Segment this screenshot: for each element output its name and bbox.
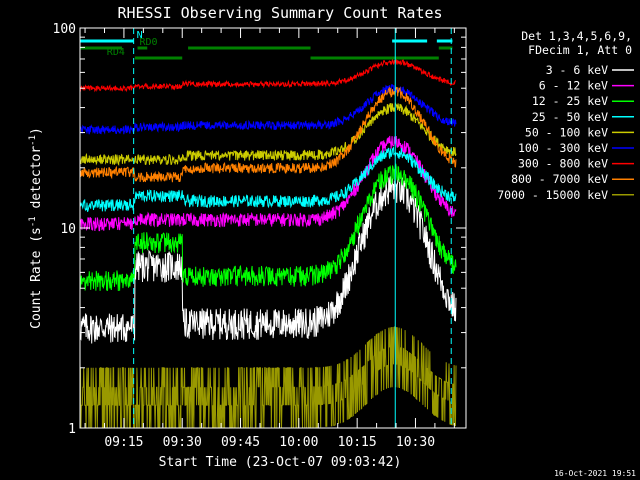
series-line — [80, 83, 457, 135]
y-axis-label: Count Rate (s-1 detector-1) — [28, 127, 44, 329]
y-label-sup2: -1 — [28, 135, 38, 146]
legend-entry: 3 - 6 keV — [546, 63, 608, 77]
legend-header-line1: Det 1,3,4,5,6,9, — [521, 29, 632, 43]
series-layer — [80, 58, 457, 428]
y-label-part2: detector — [29, 146, 44, 217]
x-tick-label: 09:30 — [163, 435, 202, 450]
y-label-part3: ) — [29, 127, 44, 135]
legend-entry: 50 - 100 keV — [525, 125, 608, 139]
series-line — [80, 326, 457, 428]
legend-header-line2: FDecim 1, Att 0 — [528, 43, 632, 57]
legend-entry: 12 - 25 keV — [532, 94, 608, 108]
series-line — [80, 58, 456, 93]
legend-entry: 300 - 800 keV — [518, 157, 608, 171]
chart-title: RHESSI Observing Summary Count Rates — [117, 4, 442, 22]
y-tick-label: 100 — [53, 22, 76, 37]
interval-label: RD4 — [107, 47, 125, 58]
x-axis-label: Start Time (23-Oct-07 09:03:42) — [159, 455, 402, 470]
legend-entry: 7000 - 15000 keV — [497, 188, 608, 202]
legend-entry: 100 - 300 keV — [518, 141, 608, 155]
y-label-sup1: -1 — [28, 216, 38, 227]
x-tick-label: 10:15 — [338, 435, 377, 450]
y-axis: 1 10 100 — [53, 22, 466, 437]
x-tick-label: 09:15 — [104, 435, 143, 450]
series-line — [80, 86, 457, 183]
series-line — [80, 102, 457, 167]
legend-entry: 800 - 7000 keV — [511, 172, 608, 186]
series-line — [80, 163, 457, 292]
y-label-part1: Count Rate (s — [29, 227, 44, 329]
x-axis: 09:15 09:30 09:45 10:00 10:15 10:30 — [84, 28, 455, 450]
y-tick-label: 10 — [60, 222, 76, 237]
y-tick-label: 1 — [68, 422, 76, 437]
legend-entry: 25 - 50 keV — [532, 110, 608, 124]
series-line — [80, 135, 457, 232]
interval-label: RD0 — [140, 37, 158, 48]
series-line — [80, 174, 457, 344]
x-tick-label: 09:45 — [221, 435, 260, 450]
interval-label: N — [137, 30, 143, 41]
vertical-markers — [133, 28, 452, 428]
legend: Det 1,3,4,5,6,9, FDecim 1, Att 0 3 - 6 k… — [497, 29, 634, 202]
series-line — [80, 146, 457, 213]
x-tick-label: 10:00 — [279, 435, 318, 450]
x-tick-label: 10:30 — [396, 435, 435, 450]
legend-entry: 6 - 12 keV — [539, 79, 608, 93]
timestamp: 16-Oct-2021 19:51 — [554, 469, 636, 478]
